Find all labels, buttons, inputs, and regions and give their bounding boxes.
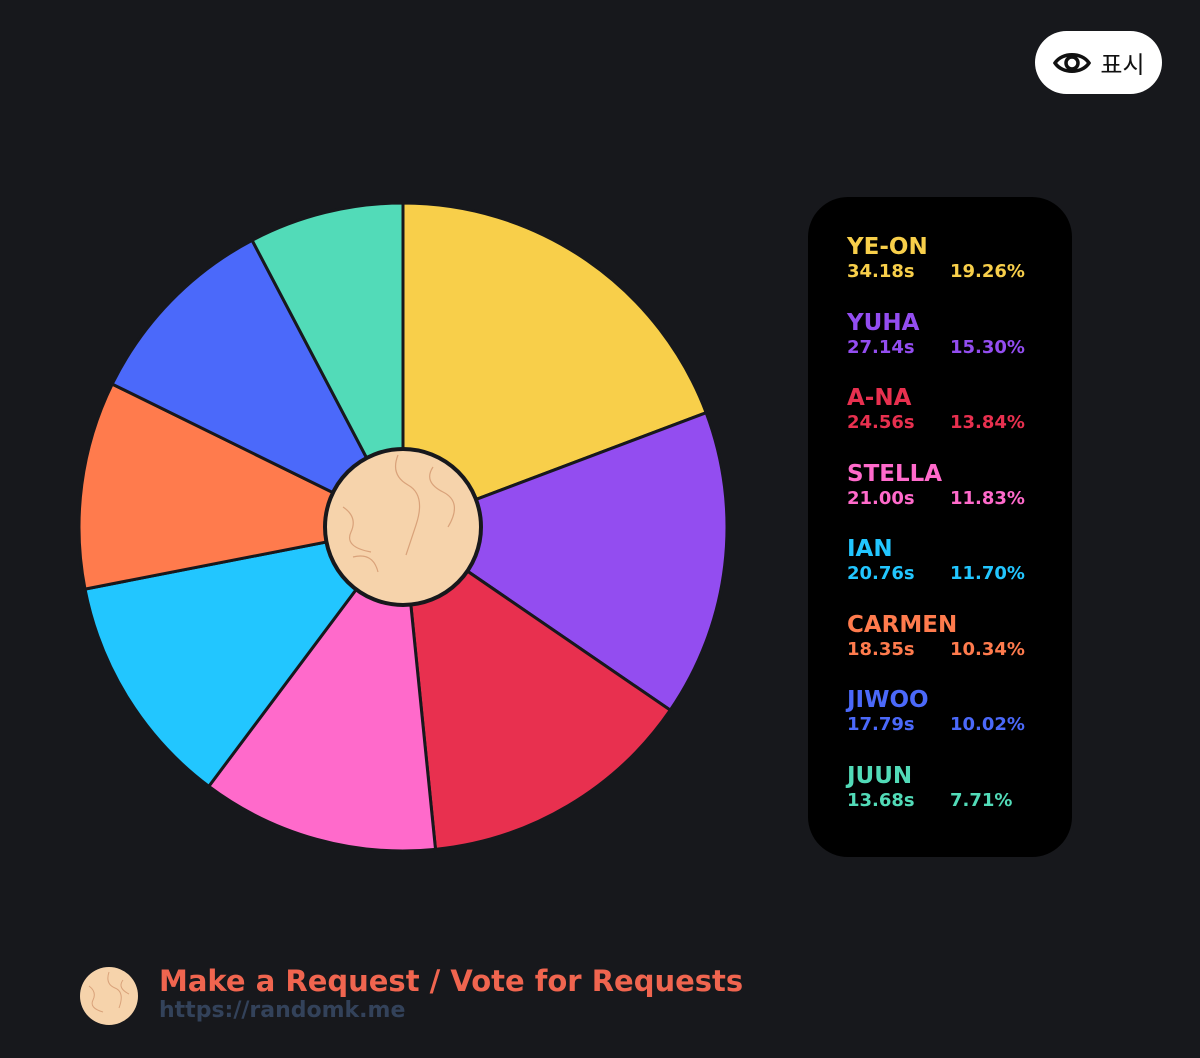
- legend-name: A-NA: [847, 385, 912, 411]
- legend-percent: 15.30%: [950, 336, 1025, 358]
- logo-icon: [80, 967, 138, 1025]
- legend-percent: 11.83%: [950, 487, 1025, 509]
- legend-name: JUUN: [847, 762, 913, 789]
- center-logo: [323, 447, 483, 607]
- legend-entry: STELLA 21.00s 11.83%: [847, 461, 1047, 511]
- pie-slice-yuha: [399, 410, 729, 713]
- pie-slice-jiwoo: [110, 238, 407, 531]
- legend-time: 27.14s: [847, 336, 915, 358]
- legend-entry: CARMEN 18.35s 10.34%: [847, 612, 1047, 662]
- legend-percent: 19.26%: [950, 261, 1025, 282]
- pie-slice-juun: [250, 201, 405, 528]
- legend-percent: 13.84%: [950, 412, 1025, 433]
- pie-slice-carmen: [77, 382, 408, 591]
- pie-slice-ian: [83, 524, 407, 789]
- eye-icon: [1053, 52, 1092, 73]
- legend-percent: 10.34%: [950, 638, 1025, 660]
- pie-chart: [77, 201, 729, 853]
- site-url[interactable]: https://randomk.me: [159, 998, 406, 1023]
- legend-entry: JUUN 13.68s 7.71%: [847, 763, 1047, 813]
- legend-time: 34.18s: [847, 261, 915, 282]
- pie-slice-ye-on: [401, 201, 709, 530]
- request-link[interactable]: Make a Request / Vote for Requests: [159, 964, 744, 998]
- legend-percent: 10.02%: [950, 714, 1025, 735]
- legend-name: CARMEN: [847, 611, 958, 638]
- pie-slice-stella: [206, 523, 438, 853]
- legend-entry: JIWOO 17.79s 10.02%: [847, 687, 1047, 737]
- show-button[interactable]: 표시: [1035, 31, 1162, 94]
- legend-name: YE-ON: [847, 234, 928, 260]
- legend-percent: 7.71%: [950, 789, 1013, 811]
- legend-time: 13.68s: [847, 789, 915, 811]
- show-button-label: 표시: [1100, 51, 1145, 79]
- legend-time: 24.56s: [847, 412, 915, 433]
- legend-percent: 11.70%: [950, 563, 1025, 584]
- legend-time: 18.35s: [847, 638, 915, 660]
- legend-time: 20.76s: [847, 563, 915, 584]
- legend-time: 21.00s: [847, 487, 915, 509]
- legend-entry: A-NA 24.56s 13.84%: [847, 385, 1047, 435]
- legend-entry: IAN 20.76s 11.70%: [847, 536, 1047, 586]
- legend-name: STELLA: [847, 460, 943, 487]
- legend-name: IAN: [847, 536, 893, 562]
- legend: YE-ON 34.18s 19.26% YUHA 27.14s 15.30% A-NA …: [808, 197, 1072, 857]
- legend-name: JIWOO: [847, 687, 929, 713]
- pie-slice-a-na: [401, 523, 673, 852]
- legend-time: 17.79s: [847, 714, 915, 735]
- legend-name: YUHA: [847, 309, 920, 336]
- legend-entry: YUHA 27.14s 15.30%: [847, 310, 1047, 360]
- legend-entry: YE-ON 34.18s 19.26%: [847, 234, 1047, 284]
- center-logo-texture: [342, 454, 455, 573]
